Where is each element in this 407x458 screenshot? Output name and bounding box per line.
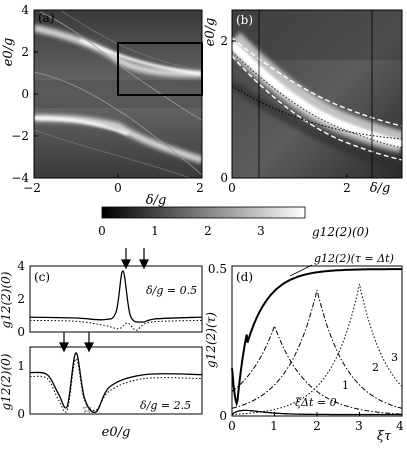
d-xtick-1: 1	[270, 419, 278, 433]
d-ytick-0: 0.5	[208, 262, 227, 276]
panel-label-a: (a)	[38, 11, 55, 25]
a-xtick-1: 0	[114, 181, 122, 195]
a-ytick-3: −2	[11, 129, 29, 143]
c-xlabel: e0/g	[102, 425, 131, 440]
a-xlabel: δ/g	[146, 193, 167, 208]
panel-d: (d) 0 1 2 3 4 0.5 0 g12(2)(τ) ξτ g12(2)(…	[204, 252, 404, 444]
cBotSeries-series-0	[29, 352, 203, 414]
b-xtick-1: 2	[343, 181, 351, 195]
cbar-tick-1: 1	[151, 224, 159, 238]
b-xtick-0: 0	[228, 181, 236, 195]
panel-a: (a) −2 0 2 4 2 0 −2 −4 δ/g e0/g	[1, 3, 204, 208]
a-ytick-0: 4	[21, 3, 29, 17]
c-top-annotation: δ/g = 0.5	[146, 284, 197, 297]
arrow-markers-c-top	[121, 248, 149, 270]
d-curve-label-3: 3	[391, 351, 398, 364]
panel-c-bottom: δ/g = 2.5 1 0 g12(2)(0) e0/g ☆	[0, 332, 203, 440]
a-ylabel: e0/g	[1, 38, 16, 67]
d-series-4	[232, 283, 403, 415]
b-ytick-0: 2	[220, 34, 228, 48]
d-curve-label-pointer	[289, 264, 313, 277]
d-xtick-2: 2	[313, 419, 321, 433]
d-curve-label-0: ξΔt = 0	[295, 396, 337, 409]
cbar-tick-3: 3	[257, 224, 265, 238]
panel-label-d: (d)	[236, 270, 253, 284]
a-xtick-2: 2	[196, 181, 204, 195]
d-xtick-0: 0	[228, 419, 236, 433]
a-xtick-0: −2	[23, 181, 41, 195]
panel-b: (b) 0 2 2 0 δ/g e0/g	[203, 9, 403, 196]
a-ytick-1: 2	[21, 45, 29, 59]
ct-ytick-2: 0	[17, 325, 25, 339]
d-curve-label-tmax: g12(2)(τ = Δt)	[314, 252, 394, 265]
c-bottom-annotation: δ/g = 2.5	[140, 399, 191, 412]
b-ytick-1: 0	[220, 171, 228, 185]
cbar-tick-0: 0	[98, 224, 106, 238]
d-ytick-1: 0	[219, 409, 227, 423]
a-ytick-4: −4	[11, 171, 29, 185]
panel-label-c: (c)	[34, 270, 50, 284]
d-series-2	[231, 324, 403, 415]
star-marker: ☆	[82, 402, 93, 416]
ct-ylabel: g12(2)(0)	[0, 271, 13, 328]
panel-label-b: (b)	[236, 13, 253, 27]
b-xlabel: δ/g	[370, 181, 391, 196]
arrow-markers-c-bottom	[59, 332, 94, 353]
d-ylabel: g12(2)(τ)	[204, 312, 218, 368]
d-curve-label-2: 2	[372, 361, 379, 374]
cbar-tick-2: 2	[204, 224, 212, 238]
cb-ytick-0: 1	[17, 359, 25, 373]
b-ylabel: e0/g	[203, 18, 218, 47]
cTopSeries-series-0	[29, 270, 203, 323]
d-xtick-4: 4	[396, 419, 404, 433]
colorbar: 0 1 2 3 g12(2)(0)	[98, 206, 369, 239]
ct-ytick-1: 2	[17, 292, 25, 306]
d-series-3	[231, 289, 403, 409]
d-series-0	[231, 268, 402, 408]
ct-ytick-0: 4	[17, 259, 25, 273]
d-curve-label-1: 1	[342, 379, 349, 392]
panel-c-top: (c) δ/g = 0.5 4 2 0 g12(2)(0)	[0, 248, 203, 339]
cbar-label: g12(2)(0)	[312, 225, 369, 239]
a-ytick-2: 0	[21, 87, 29, 101]
cb-ytick-1: 0	[17, 407, 25, 421]
cb-ylabel: g12(2)(0)	[0, 353, 13, 410]
cTopSeries-series-1	[29, 319, 203, 331]
d-xlabel: ξτ	[377, 429, 392, 444]
zoom-box	[117, 42, 203, 96]
d-xtick-3: 3	[355, 419, 363, 433]
